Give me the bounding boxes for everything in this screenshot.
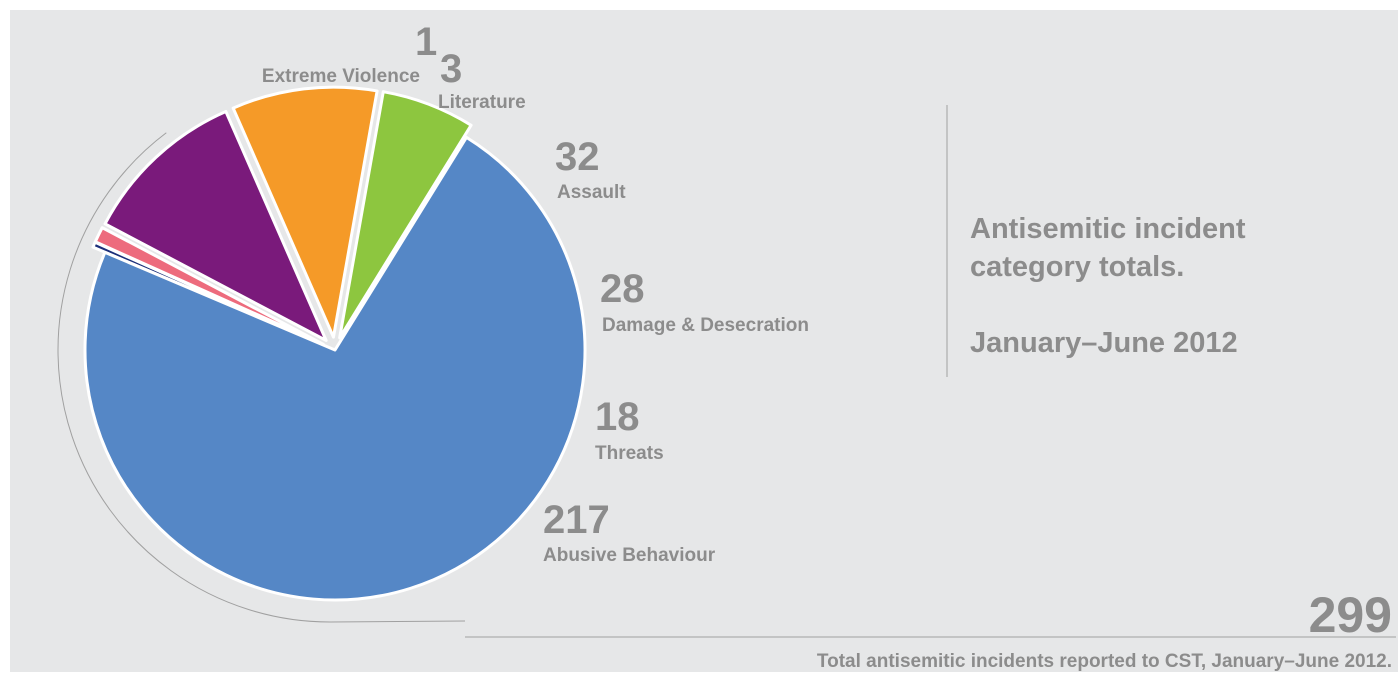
slice-value-label: 32 xyxy=(555,135,600,179)
slice-category-label: Threats xyxy=(595,443,664,464)
title-line-2: category totals. xyxy=(970,251,1185,283)
pie-slice-literature xyxy=(93,226,325,346)
pie-slice-assault xyxy=(103,109,328,342)
slice-category-label: Assault xyxy=(557,182,626,203)
total-caption: Total antisemitic incidents reported to … xyxy=(816,651,1392,672)
title-period: January–June 2012 xyxy=(970,327,1238,359)
slice-value-label: 18 xyxy=(595,395,640,439)
slice-category-label: Extreme Violence xyxy=(262,66,420,87)
slice-category-label: Abusive Behaviour xyxy=(543,545,716,566)
total-value: 299 xyxy=(1308,587,1392,643)
slice-category-label: Literature xyxy=(438,92,526,113)
slice-value-label: 217 xyxy=(543,498,610,542)
pie-slice-threats xyxy=(338,90,473,340)
slice-value-label: 3 xyxy=(440,47,462,91)
slice-value-label: 28 xyxy=(600,267,645,311)
decorative-arc xyxy=(57,132,466,623)
pie-slice-damage-desecration xyxy=(231,85,379,339)
chart-title: Antisemitic incident category totals. Ja… xyxy=(970,210,1246,362)
slice-category-label: Damage & Desecration xyxy=(602,315,809,336)
pie-slice-abusive-behaviour xyxy=(83,135,587,602)
title-line-1: Antisemitic incident xyxy=(970,213,1246,245)
slice-value-label: 1 xyxy=(415,20,437,64)
chart-panel: 1 Extreme Violence 3 Literature 32 Assault 28 D… xyxy=(10,10,1398,672)
